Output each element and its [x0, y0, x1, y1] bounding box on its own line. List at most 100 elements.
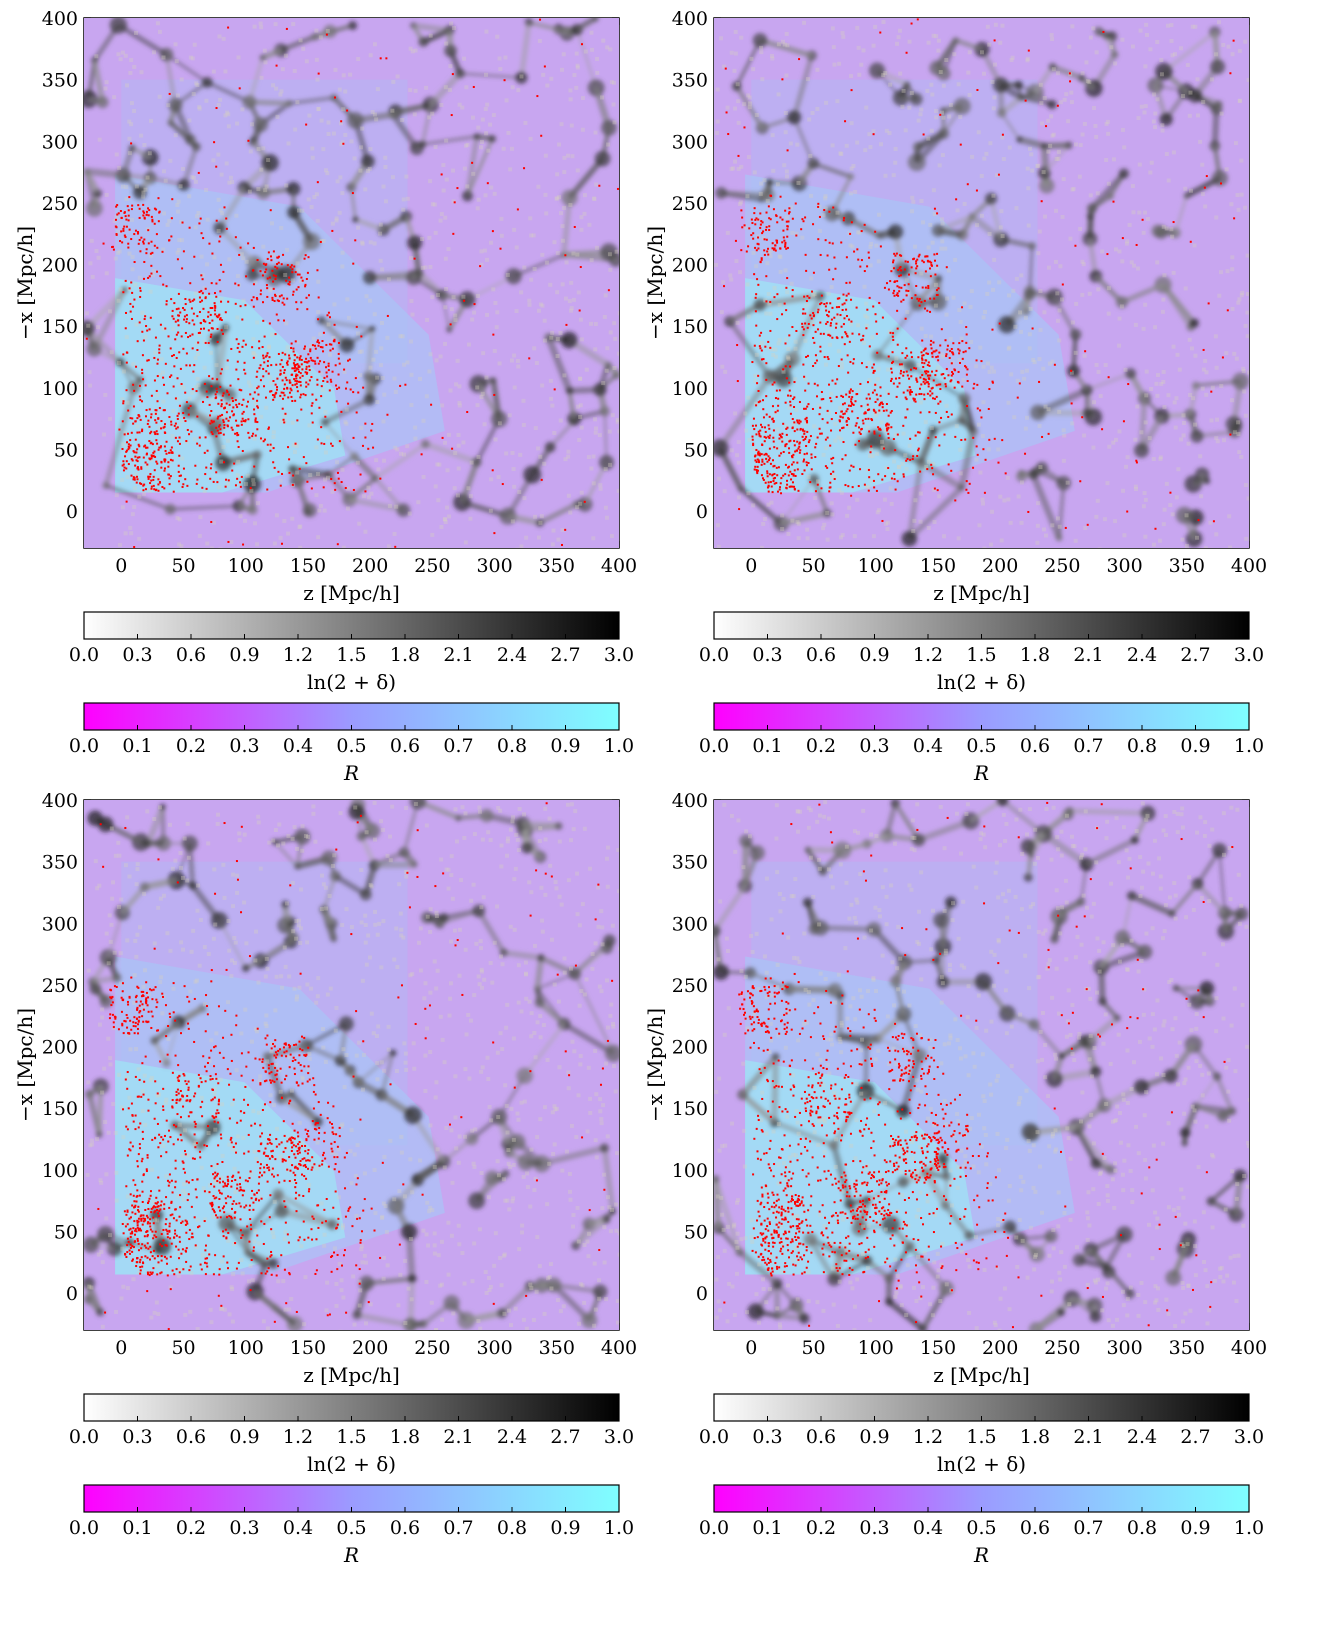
galaxy-point — [146, 463, 149, 466]
galaxy-point — [875, 489, 878, 492]
galaxy-point — [209, 422, 212, 425]
galaxy-point — [170, 1201, 173, 1204]
galaxy-point — [132, 405, 135, 408]
galaxy-point — [786, 1110, 789, 1113]
galaxy-point — [290, 389, 293, 392]
galaxy-point — [908, 1059, 911, 1062]
galaxy-point — [848, 1111, 851, 1114]
galaxy-point — [318, 1127, 321, 1130]
galaxy-point — [142, 214, 145, 217]
galaxy-point — [157, 1215, 160, 1218]
galaxy-point — [219, 1133, 222, 1136]
galaxy-point — [758, 434, 761, 437]
galaxy-point — [922, 380, 925, 383]
galaxy-point — [309, 356, 312, 359]
galaxy-point — [756, 1236, 759, 1239]
galaxy-point — [807, 382, 810, 385]
galaxy-point — [310, 412, 313, 415]
galaxy-point — [265, 370, 268, 373]
galaxy-point — [932, 350, 935, 353]
galaxy-point — [1210, 390, 1213, 393]
galaxy-point — [779, 1181, 782, 1184]
galaxy-point — [257, 1189, 260, 1192]
galaxy-point — [556, 973, 559, 976]
galaxy-point — [200, 289, 203, 292]
galaxy-point — [154, 1080, 157, 1083]
galaxy-point — [165, 1196, 168, 1199]
galaxy-point — [927, 1038, 930, 1041]
galaxy-point — [261, 1132, 264, 1135]
y-tick-label: 50 — [684, 1221, 708, 1243]
galaxy-point — [815, 1112, 818, 1115]
galaxy-point — [188, 226, 191, 229]
galaxy-point — [1003, 1230, 1006, 1233]
galaxy-point — [796, 1245, 799, 1248]
galaxy-point — [908, 1069, 911, 1072]
galaxy-point — [960, 439, 963, 442]
galaxy-point — [802, 429, 805, 432]
galaxy-point — [171, 1071, 174, 1074]
galaxy-point — [873, 1008, 876, 1011]
galaxy-point — [907, 1050, 910, 1053]
galaxy-point — [798, 1227, 801, 1230]
galaxy-point — [282, 1150, 285, 1153]
galaxy-point — [136, 1239, 139, 1242]
galaxy-point — [299, 1064, 302, 1067]
galaxy-point — [885, 427, 888, 430]
galaxy-point — [157, 489, 160, 492]
galaxy-point — [754, 459, 757, 462]
galaxy-point — [937, 287, 940, 290]
galaxy-point — [137, 1020, 140, 1023]
galaxy-point — [1121, 237, 1124, 240]
galaxy-point — [935, 1163, 938, 1166]
galaxy-point — [185, 1250, 188, 1253]
galaxy-point — [184, 420, 187, 423]
galaxy-point — [237, 378, 240, 381]
galaxy-point — [812, 336, 815, 339]
galaxy-point — [765, 453, 768, 456]
galaxy-point — [804, 437, 807, 440]
galaxy-point — [187, 1088, 190, 1091]
galaxy-point — [275, 1138, 278, 1141]
galaxy-point — [284, 1043, 287, 1046]
galaxy-point — [148, 1197, 151, 1200]
galaxy-point — [773, 476, 776, 479]
galaxy-point — [777, 404, 780, 407]
galaxy-point — [785, 1030, 788, 1033]
galaxy-point — [915, 1181, 918, 1184]
galaxy-point — [870, 418, 873, 421]
galaxy-point — [165, 1119, 168, 1122]
galaxy-point — [344, 486, 347, 489]
galaxy-point — [987, 407, 990, 410]
galaxy-point — [259, 1135, 262, 1138]
galaxy-point — [276, 263, 279, 266]
galaxy-point — [816, 1105, 819, 1108]
galaxy-point — [165, 1218, 168, 1221]
galaxy-point — [962, 351, 965, 354]
galaxy-point — [131, 1258, 134, 1261]
galaxy-point — [851, 1258, 854, 1261]
galaxy-point — [317, 362, 320, 365]
galaxy-point — [122, 469, 125, 472]
galaxy-point — [148, 1274, 151, 1277]
galaxy-point — [846, 1115, 849, 1118]
galaxy-point — [218, 279, 221, 282]
galaxy-point — [853, 1215, 856, 1218]
galaxy-point — [966, 183, 969, 186]
galaxy-point — [1101, 428, 1104, 431]
galaxy-point — [944, 1112, 947, 1115]
galaxy-point — [856, 1217, 859, 1220]
galaxy-point — [910, 351, 913, 354]
galaxy-point — [898, 267, 901, 270]
galaxy-point — [185, 401, 188, 404]
galaxy-point — [280, 542, 283, 545]
galaxy-point — [138, 1229, 141, 1232]
galaxy-point — [189, 1099, 192, 1102]
galaxy-point — [449, 323, 452, 326]
galaxy-point — [310, 359, 313, 362]
galaxy-point — [293, 1067, 296, 1070]
galaxy-point — [785, 1026, 788, 1029]
galaxy-point — [240, 1074, 243, 1077]
galaxy-point — [900, 369, 903, 372]
galaxy-point — [940, 416, 943, 419]
